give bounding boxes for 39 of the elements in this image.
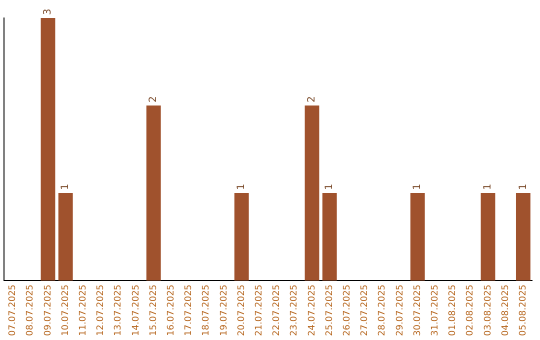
x-tick-label: 07.07.2025	[8, 284, 18, 336]
data-label: 1	[518, 184, 529, 190]
x-tick-label: 23.07.2025	[290, 284, 300, 336]
data-label: 3	[42, 8, 54, 15]
x-tick-label: 19.07.2025	[219, 284, 230, 336]
x-tick-label: 30.07.2025	[412, 284, 423, 336]
x-tick-label: 12.07.2025	[96, 284, 106, 336]
x-tick-label: 01.08.2025	[448, 284, 458, 336]
x-tick-label: 31.07.2025	[430, 284, 441, 336]
data-label: 1	[482, 184, 494, 190]
x-tick-label: 13.07.2025	[114, 284, 124, 336]
data-label: 1	[60, 184, 72, 190]
data-label: 1	[412, 184, 424, 190]
x-tick-label: 03.08.2025	[483, 284, 494, 336]
x-tick-label: 02.08.2025	[466, 284, 476, 336]
x-tick-label: 17.07.2025	[184, 284, 194, 336]
x-tick-label: 09.07.2025	[43, 284, 54, 336]
x-tick-label: 16.07.2025	[166, 284, 177, 336]
x-tick-label: 10.07.2025	[60, 284, 71, 336]
data-label: 1	[324, 184, 336, 190]
x-tick-label: 04.08.2025	[500, 284, 511, 336]
data-label: 1	[236, 184, 248, 190]
x-tick-label: 29.07.2025	[395, 284, 406, 336]
data-label: 2	[148, 96, 160, 102]
x-tick-label: 28.07.2025	[378, 284, 388, 336]
x-tick-label: 26.07.2025	[342, 284, 353, 336]
x-tick-label: 20.07.2025	[236, 284, 247, 336]
x-tick-label: 15.07.2025	[148, 284, 159, 336]
x-tick-label: 24.07.2025	[307, 284, 318, 336]
x-tick-label: 11.07.2025	[78, 284, 89, 336]
x-tick-label: 27.07.2025	[360, 284, 370, 336]
x-tick-label: 08.07.2025	[26, 284, 36, 336]
x-tick-label: 05.08.2025	[518, 284, 529, 336]
x-tick-label: 21.07.2025	[254, 284, 265, 336]
x-tick-label: 18.07.2025	[202, 284, 212, 336]
data-label: 2	[306, 96, 318, 102]
x-tick-label: 14.07.2025	[131, 284, 142, 336]
x-tick-label: 22.07.2025	[272, 284, 282, 336]
x-tick-label: 25.07.2025	[324, 284, 335, 336]
